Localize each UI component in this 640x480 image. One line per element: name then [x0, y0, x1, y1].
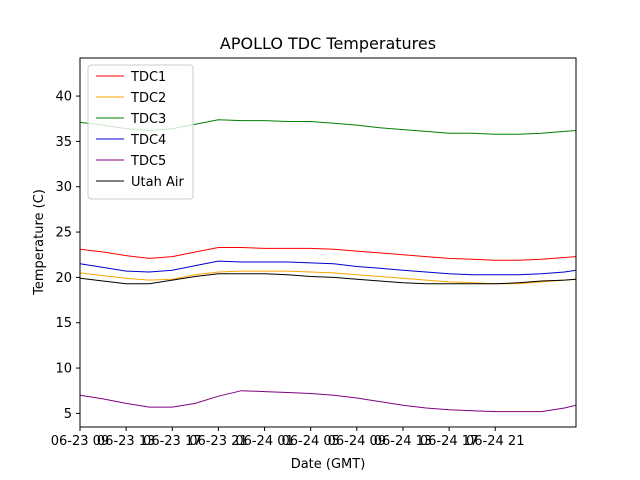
- y-tick-label: 10: [55, 362, 72, 377]
- y-tick-label: 35: [55, 135, 72, 150]
- y-tick-label: 25: [55, 226, 72, 241]
- series-line-tdc4: [79, 260, 577, 276]
- y-tick-label: 40: [55, 90, 72, 105]
- legend-box: [87, 64, 194, 200]
- y-axis-label: Temperature (C): [32, 189, 47, 296]
- y-tick-label: 5: [64, 407, 72, 422]
- legend-label: TDC2: [130, 91, 166, 106]
- x-tick-label: 06-24 05: [281, 434, 339, 449]
- x-tick-label: 06-24 13: [374, 434, 432, 449]
- chart-title: APOLLO TDC Temperatures: [220, 34, 436, 53]
- series-line-utah-air: [79, 273, 577, 285]
- x-tick-label: 06-23 21: [189, 434, 247, 449]
- x-tick-label: 06-23 09: [51, 434, 109, 449]
- legend-label: TDC3: [130, 112, 166, 127]
- series-line-tdc1: [79, 247, 577, 261]
- x-tick-label: 06-23 13: [97, 434, 155, 449]
- y-tick-label: 15: [55, 316, 72, 331]
- y-tick-label: 30: [55, 180, 72, 195]
- legend-label: TDC1: [130, 70, 166, 85]
- plot-frame: [79, 57, 577, 428]
- series-line-tdc5: [79, 390, 577, 413]
- legend-label: Utah Air: [131, 175, 184, 190]
- legend-label: TDC4: [130, 133, 166, 148]
- x-tick-label: 06-24 01: [235, 434, 293, 449]
- x-axis-label: Date (GMT): [291, 457, 366, 472]
- x-tick-label: 06-23 17: [143, 434, 201, 449]
- x-tick-label: 06-24 09: [328, 434, 386, 449]
- y-tick-label: 20: [55, 271, 72, 286]
- x-tick-label: 06-24 17: [420, 434, 478, 449]
- x-tick-label: 06-24 21: [466, 434, 524, 449]
- legend: TDC1 TDC2 TDC3 TDC4 TDC5 Utah Air: [87, 64, 194, 200]
- legend-label: TDC5: [130, 154, 166, 169]
